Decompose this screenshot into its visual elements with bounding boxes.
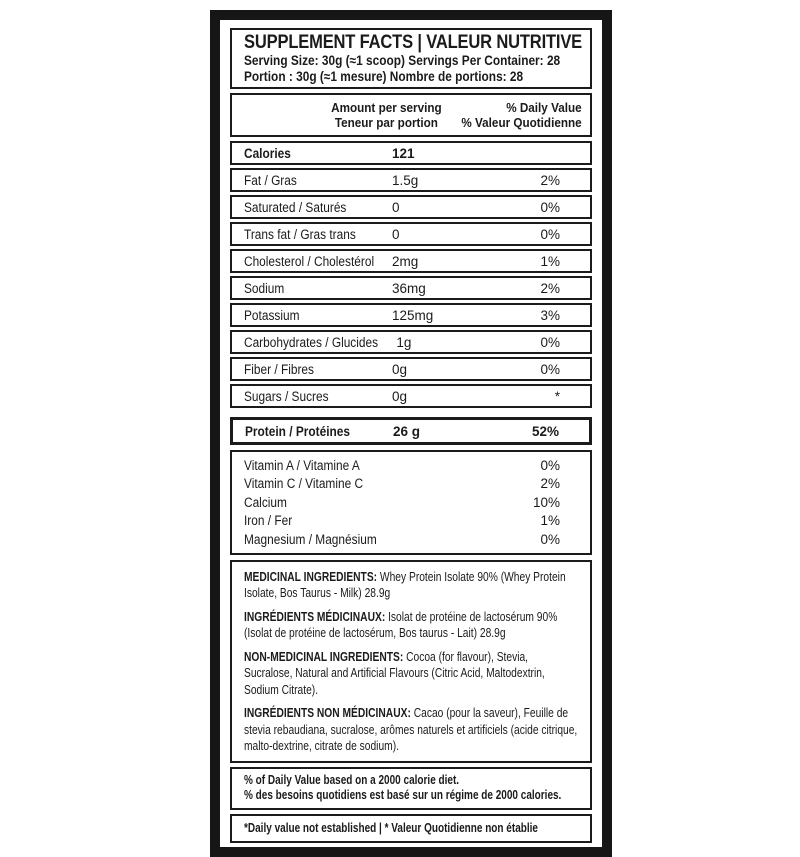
- dv-basis-fr: % des besoins quotidiens est basé sur un…: [244, 788, 562, 802]
- micronutrient-label: Vitamin A / Vitamine A: [244, 457, 360, 473]
- nutrient-daily-value: 52%: [531, 423, 559, 439]
- page-background: SUPPLEMENT FACTS | VALEUR NUTRITIVE Serv…: [210, 10, 612, 857]
- ingredient-heading: MEDICINAL INGREDIENTS:: [244, 569, 378, 584]
- nutrient-label: Fiber / Fibres: [244, 361, 314, 377]
- non-medicinal-ingredients-fr: INGRÉDIENTS NON MÉDICINAUX: Cacao (pour …: [244, 705, 578, 755]
- not-established-note: *Daily value not established | * Valeur …: [230, 813, 592, 843]
- nutrient-label: Sugars / Sucres: [244, 388, 329, 404]
- non-medicinal-ingredients-en: NON-MEDICINAL INGREDIENTS: Cocoa (for fl…: [244, 649, 578, 699]
- amount-header-fr: Teneur par portion: [335, 115, 439, 130]
- label-title: SUPPLEMENT FACTS | VALEUR NUTRITIVE: [244, 32, 583, 53]
- micronutrient-daily-value: 0%: [540, 531, 560, 547]
- nutrient-daily-value: 1%: [540, 253, 560, 269]
- amount-column-header: Amount per serving Teneur par portion: [331, 100, 442, 130]
- nutrient-amount: 0: [392, 226, 400, 242]
- micronutrients-section: Vitamin A / Vitamine A 0% Vitamin C / Vi…: [230, 450, 592, 555]
- nutrient-label: Fat / Gras: [244, 172, 297, 188]
- nutrient-label: Potassium: [244, 307, 300, 323]
- nutrient-row-trans-fat: Trans fat / Gras trans 0 0%: [230, 222, 592, 246]
- nutrient-daily-value: 0%: [540, 334, 560, 350]
- column-header: Amount per serving Teneur par portion % …: [230, 93, 592, 137]
- daily-value-header-fr: % Valeur Quotidienne: [461, 115, 582, 130]
- nutrient-daily-value: 2%: [540, 280, 560, 296]
- ingredient-heading: INGRÉDIENTS NON MÉDICINAUX:: [244, 706, 411, 720]
- medicinal-ingredients-fr: INGRÉDIENTS MÉDICINAUX: Isolat de protéi…: [244, 609, 578, 642]
- nutrient-amount: 36mg: [392, 280, 426, 296]
- daily-value-header-en: % Daily Value: [506, 100, 582, 115]
- ingredient-text: Isolat de protéine de lactosérum 90% (Is…: [244, 609, 558, 641]
- micronutrient-label: Vitamin C / Vitamine C: [244, 476, 364, 492]
- nutrient-daily-value: 0%: [540, 199, 560, 215]
- ingredient-text: Cacao (pour la saveur), Feuille de stevi…: [244, 706, 578, 753]
- nutrient-label: Sodium: [244, 280, 285, 296]
- nutrient-row-fiber: Fiber / Fibres 0g 0%: [230, 357, 592, 381]
- micronutrient-row-calcium: Calcium 10%: [232, 493, 590, 512]
- nutrient-row-sugars: Sugars / Sucres 0g *: [230, 384, 592, 408]
- ingredient-heading: NON-MEDICINAL INGREDIENTS:: [244, 649, 404, 664]
- label-header: SUPPLEMENT FACTS | VALEUR NUTRITIVE Serv…: [230, 28, 592, 89]
- nutrient-label: Saturated / Saturés: [244, 199, 347, 215]
- ingredient-text: Cocoa (for flavour), Stevia, Sucralose, …: [244, 649, 545, 697]
- supplement-facts-label: SUPPLEMENT FACTS | VALEUR NUTRITIVE Serv…: [210, 10, 612, 857]
- micronutrient-daily-value: 10%: [532, 494, 560, 510]
- nutrient-label: Trans fat / Gras trans: [244, 226, 356, 242]
- micronutrient-daily-value: 2%: [540, 476, 560, 492]
- nutrient-amount: 125mg: [392, 307, 434, 323]
- nutrient-daily-value: 0%: [540, 226, 560, 242]
- nutrient-amount: 121: [392, 145, 415, 161]
- micronutrient-row-iron: Iron / Fer 1%: [232, 512, 590, 531]
- nutrient-row-carbohydrates: Carbohydrates / Glucides 1g 0%: [230, 330, 592, 354]
- micronutrient-daily-value: 0%: [540, 457, 560, 473]
- ingredients-section: MEDICINAL INGREDIENTS: Whey Protein Isol…: [230, 559, 592, 763]
- micronutrient-row-magnesium: Magnesium / Magnésium 0%: [232, 530, 590, 549]
- nutrient-amount: 0g: [392, 361, 408, 377]
- nutrient-row-calories: Calories 121: [230, 141, 592, 165]
- micronutrient-row-vitamin-c: Vitamin C / Vitamine C 2%: [232, 475, 590, 494]
- serving-size-line-en: Serving Size: 30g (≈1 scoop) Servings Pe…: [244, 53, 561, 68]
- nutrient-row-saturated: Saturated / Saturés 0 0%: [230, 195, 592, 219]
- micronutrient-daily-value: 1%: [540, 513, 560, 529]
- nutrient-amount: 2mg: [392, 253, 419, 269]
- nutrient-amount: 26 g: [393, 423, 421, 439]
- micronutrient-label: Magnesium / Magnésium: [244, 531, 377, 547]
- nutrient-amount: 0: [392, 199, 400, 215]
- nutrient-label: Protein / Protéines: [245, 423, 350, 439]
- nutrient-label: Cholesterol / Cholestérol: [244, 253, 375, 269]
- nutrient-daily-value: 3%: [540, 307, 560, 323]
- nutrient-row-sodium: Sodium 36mg 2%: [230, 276, 592, 300]
- nutrient-amount: 0g: [392, 388, 408, 404]
- nutrient-label: Calories: [244, 145, 291, 161]
- nutrient-daily-value: *: [554, 388, 560, 404]
- nutrient-row-potassium: Potassium 125mg 3%: [230, 303, 592, 327]
- nutrient-amount: 1.5g: [392, 172, 419, 188]
- amount-header-en: Amount per serving: [331, 100, 442, 115]
- nutrient-label: Carbohydrates / Glucides: [244, 334, 379, 350]
- daily-value-basis-note: % of Daily Value based on a 2000 calorie…: [230, 766, 592, 810]
- nutrient-daily-value: 0%: [540, 361, 560, 377]
- micronutrient-label: Calcium: [244, 494, 287, 510]
- ingredient-heading: INGRÉDIENTS MÉDICINAUX:: [244, 609, 386, 624]
- nutrient-daily-value: 2%: [540, 172, 560, 188]
- medicinal-ingredients-en: MEDICINAL INGREDIENTS: Whey Protein Isol…: [244, 569, 578, 602]
- micronutrient-label: Iron / Fer: [244, 513, 293, 529]
- nutrient-row-cholesterol: Cholesterol / Cholestérol 2mg 1%: [230, 249, 592, 273]
- nutrient-row-fat: Fat / Gras 1.5g 2%: [230, 168, 592, 192]
- serving-size-line-fr: Portion : 30g (≈1 mesure) Nombre de port…: [244, 68, 524, 84]
- nutrient-amount: 1g: [396, 334, 412, 350]
- dv-basis-en: % of Daily Value based on a 2000 calorie…: [244, 772, 460, 787]
- nutrient-row-protein: Protein / Protéines 26 g 52%: [230, 417, 592, 445]
- daily-value-column-header: % Daily Value % Valeur Quotidienne: [461, 100, 581, 130]
- micronutrient-row-vitamin-a: Vitamin A / Vitamine A 0%: [232, 456, 590, 475]
- ingredient-text: Whey Protein Isolate 90% (Whey Protein I…: [244, 569, 566, 601]
- not-established-text: *Daily value not established | * Valeur …: [244, 820, 538, 835]
